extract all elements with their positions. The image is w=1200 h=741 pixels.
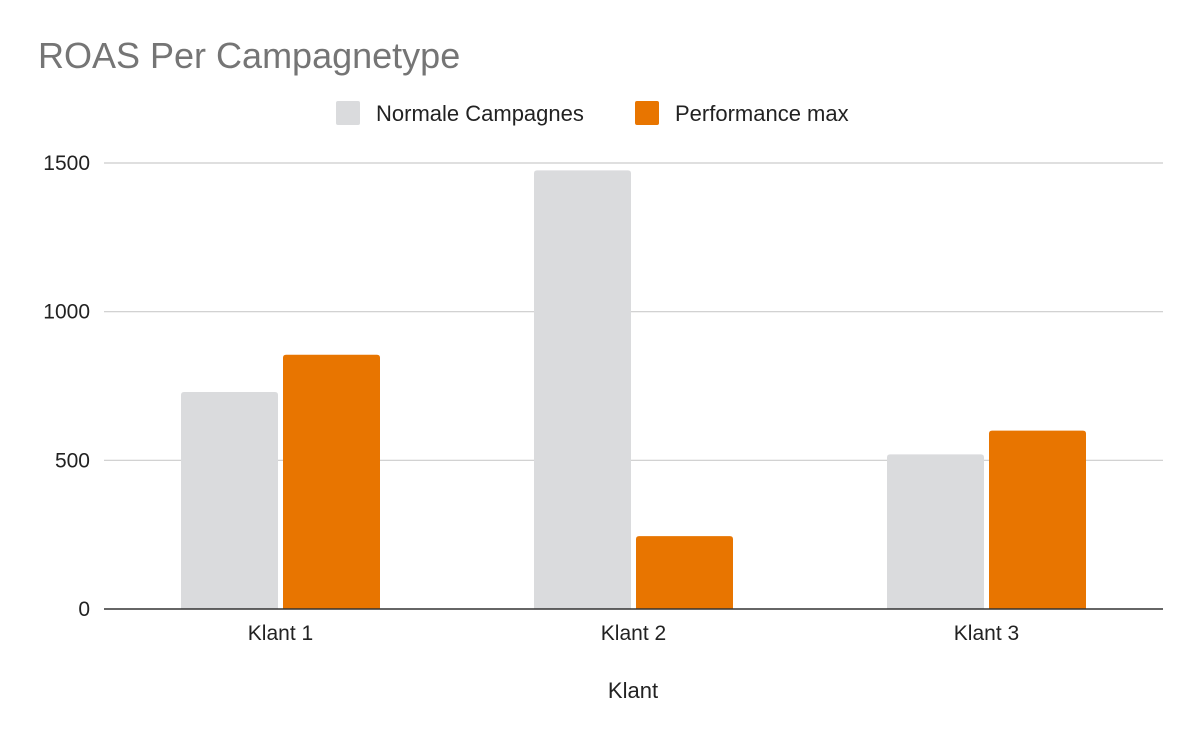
y-tick-label: 1500 bbox=[43, 152, 90, 175]
y-tick-label: 1000 bbox=[43, 301, 90, 324]
y-tick-label: 500 bbox=[55, 449, 90, 472]
y-axis-ticks: 0 500 1000 1500 bbox=[43, 152, 90, 621]
legend-label-normale-campagnes: Normale Campagnes bbox=[376, 101, 584, 126]
legend: Normale Campagnes Performance max bbox=[336, 101, 849, 126]
x-tick-label: Klant 1 bbox=[248, 622, 313, 645]
bar-klant-2-series-1 bbox=[636, 536, 733, 609]
bar-klant-3-series-1 bbox=[989, 430, 1086, 609]
x-tick-label: Klant 3 bbox=[954, 622, 1019, 645]
legend-label-performance-max: Performance max bbox=[675, 101, 849, 126]
gridlines bbox=[104, 162, 1163, 461]
legend-swatch-normale-campagnes bbox=[336, 101, 360, 125]
bar-klant-2-series-0 bbox=[534, 170, 631, 609]
x-axis-title: Klant bbox=[608, 678, 658, 703]
bar-klant-1-series-0 bbox=[181, 391, 278, 609]
bar-klant-3-series-0 bbox=[887, 454, 984, 609]
bars bbox=[181, 170, 1086, 609]
x-tick-label: Klant 2 bbox=[601, 622, 666, 645]
x-axis-ticks: Klant 1 Klant 2 Klant 3 bbox=[248, 622, 1019, 645]
y-tick-label: 0 bbox=[78, 598, 90, 621]
legend-swatch-performance-max bbox=[635, 101, 659, 125]
chart-title: ROAS Per Campagnetype bbox=[38, 35, 460, 76]
bar-klant-1-series-1 bbox=[283, 354, 380, 609]
